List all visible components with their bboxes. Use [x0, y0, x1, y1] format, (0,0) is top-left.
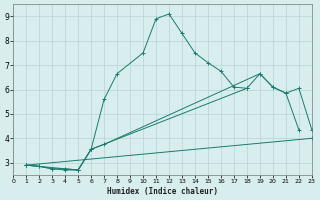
X-axis label: Humidex (Indice chaleur): Humidex (Indice chaleur): [107, 187, 218, 196]
